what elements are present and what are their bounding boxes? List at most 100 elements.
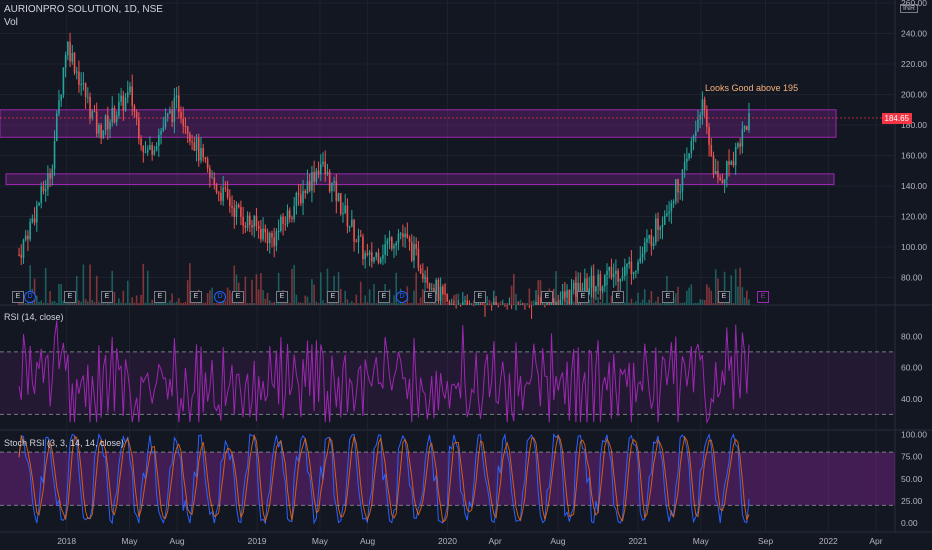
candle-body: [324, 161, 327, 174]
volume-bar: [364, 295, 366, 305]
candle-body: [388, 237, 391, 241]
candle-body: [222, 187, 224, 201]
support-resistance-zone: [0, 109, 837, 138]
volume-bar: [648, 299, 650, 305]
time-tick-label: 2018: [57, 536, 76, 546]
volume-bar: [29, 265, 31, 305]
candle-body: [20, 254, 23, 258]
earnings-marker-icon[interactable]: E: [424, 291, 436, 303]
rsi-line: [18, 320, 750, 424]
earnings-marker-icon[interactable]: E: [718, 291, 730, 303]
candle-body: [51, 168, 54, 179]
annotation-text[interactable]: Looks Good above 195: [705, 83, 799, 93]
volume-bar: [623, 302, 626, 305]
candle-body: [628, 261, 630, 264]
volume-bar: [690, 284, 693, 305]
volume-bar: [113, 292, 116, 305]
volume-bar: [734, 269, 737, 305]
candle-body: [144, 152, 147, 154]
volume-bar: [555, 271, 557, 305]
candle-body: [597, 274, 599, 287]
volume-bar: [513, 273, 515, 305]
candle-body: [564, 291, 566, 298]
volume-bar: [557, 299, 559, 305]
candle-body: [135, 111, 138, 119]
volume-bar: [138, 303, 140, 305]
candle-body: [248, 215, 251, 225]
candle-body: [169, 110, 171, 114]
candle-body: [64, 55, 67, 68]
candle-body: [155, 145, 158, 151]
dividend-marker-icon[interactable]: D: [24, 291, 36, 303]
candle-body: [435, 279, 437, 295]
volume-bar: [333, 275, 335, 305]
volume-bar: [182, 302, 185, 305]
candle-body: [215, 184, 218, 193]
volume-bar: [277, 272, 280, 305]
candle-body: [652, 242, 655, 246]
volume-bar: [58, 283, 60, 305]
earnings-marker-icon[interactable]: E: [662, 291, 674, 303]
candle-body: [115, 115, 118, 123]
candle-body: [406, 233, 409, 238]
candle-body: [189, 133, 191, 142]
earnings-marker-icon[interactable]: E: [327, 291, 339, 303]
volume-bar: [470, 302, 473, 305]
candle-body: [268, 233, 271, 244]
candle-body: [717, 170, 719, 178]
earnings-marker-icon[interactable]: E: [12, 291, 24, 303]
earnings-marker-icon[interactable]: E: [612, 291, 624, 303]
volume-bar: [173, 302, 176, 305]
volume-bar: [273, 301, 275, 305]
volume-bar: [612, 302, 615, 305]
candle-body: [637, 262, 639, 271]
earnings-marker-icon[interactable]: E: [541, 291, 553, 303]
volume-bar: [477, 302, 480, 305]
currency-badge[interactable]: INR: [899, 4, 918, 13]
volume-bar: [426, 302, 429, 305]
candle-body: [599, 274, 602, 292]
earnings-marker-icon[interactable]: E: [190, 291, 202, 303]
earnings-marker-icon[interactable]: E: [154, 291, 166, 303]
volume-bar: [71, 302, 74, 305]
dividend-marker-icon[interactable]: D: [214, 291, 226, 303]
volume-bar: [95, 275, 98, 305]
candle-body: [712, 155, 715, 174]
candle-body: [572, 282, 575, 290]
candle-body: [266, 232, 269, 244]
volume-bar: [51, 301, 54, 305]
candle-body: [186, 126, 189, 134]
candle-body: [213, 177, 216, 185]
volume-bar: [721, 302, 724, 305]
last-price-tag: 184.65: [881, 113, 912, 124]
earnings-marker-icon[interactable]: E: [757, 291, 769, 303]
price-tick-label: 120.00: [901, 212, 927, 222]
candle-body: [697, 119, 699, 132]
volume-bar: [526, 302, 528, 305]
candle-body: [149, 145, 151, 150]
candle-body: [231, 205, 233, 208]
candle-body: [291, 218, 293, 220]
earnings-marker-icon[interactable]: E: [232, 291, 244, 303]
candle-body: [182, 118, 185, 126]
candle-body: [351, 219, 353, 227]
earnings-marker-icon[interactable]: E: [378, 291, 390, 303]
earnings-marker-icon[interactable]: E: [64, 291, 76, 303]
candle-body: [566, 290, 568, 298]
earnings-marker-icon[interactable]: E: [276, 291, 288, 303]
volume-bar: [131, 297, 133, 305]
volume-bar: [326, 268, 329, 305]
candle-body: [93, 111, 96, 113]
dividend-marker-icon[interactable]: D: [396, 291, 408, 303]
volume-bar: [257, 289, 260, 305]
earnings-marker-icon[interactable]: E: [474, 291, 486, 303]
candle-body: [233, 207, 236, 217]
earnings-marker-icon[interactable]: E: [101, 291, 113, 303]
volume-bar: [730, 275, 733, 305]
earnings-marker-icon[interactable]: E: [577, 291, 589, 303]
candle-body: [297, 193, 300, 195]
candle-body: [661, 224, 664, 228]
candle-body: [275, 231, 278, 246]
volume-bar: [679, 302, 682, 305]
